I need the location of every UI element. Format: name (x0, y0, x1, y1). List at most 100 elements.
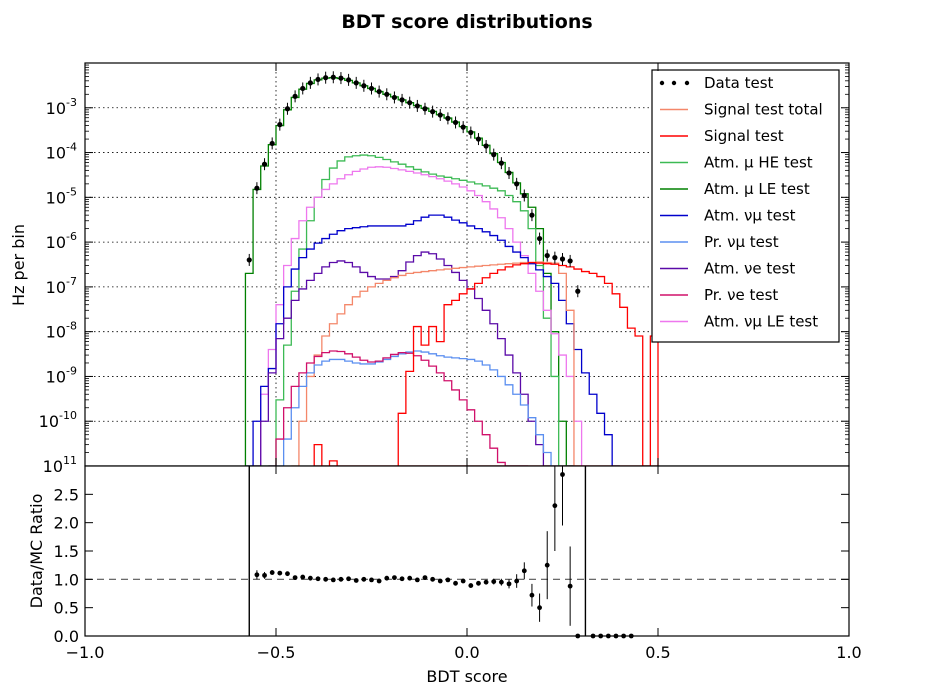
series-line-8 (268, 350, 529, 467)
ratio-point (414, 577, 420, 583)
series-line-3 (245, 214, 620, 467)
ratio-point (307, 575, 313, 581)
legend-label: Pr. νe test (704, 286, 778, 304)
ratio-point (277, 570, 283, 576)
ratio-y-tick-label: 2.0 (54, 514, 79, 533)
ratio-y-tick-label: 1.0 (54, 570, 79, 589)
series-line-4 (253, 251, 552, 467)
ratio-y-tick-label: 0.0 (54, 627, 79, 646)
x-tick-label: −1.0 (66, 643, 105, 662)
y-tick-label: 10-6 (46, 230, 77, 252)
ratio-point (369, 577, 374, 583)
data-point (338, 75, 344, 81)
data-point (269, 140, 275, 147)
ratio-point (521, 568, 527, 574)
top-panel: 10-3 10-4 10-5 10-6 10-7 10-8 10-9 10-10 1011 Hz… (9, 62, 850, 476)
data-point (445, 115, 451, 121)
y-tick-label: 10-4 (46, 141, 77, 163)
y-tick-label: 1011 (43, 454, 77, 476)
ratio-point (407, 575, 413, 581)
ratio-point (330, 577, 336, 583)
x-tick-label: −0.5 (257, 643, 296, 662)
ratio-y-tick-label: 0.5 (54, 599, 79, 618)
data-point (361, 83, 367, 89)
legend-label: Atm. νμ LE test (704, 313, 818, 331)
ratio-point (483, 579, 489, 585)
y-tick-label: 10-5 (46, 185, 77, 207)
ratio-point (567, 583, 573, 589)
data-point (521, 192, 527, 199)
ratio-y-tick-label: 2.5 (54, 485, 79, 504)
ratio-point (560, 472, 565, 477)
top-grid (85, 63, 849, 466)
data-point (567, 258, 573, 264)
top-data-points (246, 71, 581, 298)
ratio-point (254, 572, 260, 578)
data-point (315, 76, 321, 83)
ratio-point (346, 576, 351, 582)
data-point (506, 170, 512, 176)
ratio-point (476, 580, 481, 586)
ratio-point (445, 577, 451, 583)
ratio-point (262, 572, 267, 578)
ratio-point (491, 579, 497, 584)
data-point (468, 129, 474, 136)
ratio-point (437, 578, 443, 584)
legend-box (651, 69, 840, 343)
data-point (254, 185, 260, 191)
ratio-point (300, 574, 306, 580)
data-point (452, 119, 459, 126)
legend-label: Atm. νμ test (704, 207, 796, 225)
series-line-2 (253, 166, 590, 467)
data-point (407, 100, 413, 106)
x-axis-label: BDT score (426, 667, 507, 686)
data-point (514, 181, 520, 187)
ratio-point (361, 576, 367, 582)
ratio-point (353, 578, 359, 583)
ratio-point (544, 562, 550, 568)
legend-marker (659, 80, 665, 86)
data-point (430, 109, 436, 115)
ratio-point (315, 576, 321, 582)
ratio-point (285, 571, 290, 577)
data-point (544, 252, 550, 259)
ratio-point (506, 581, 512, 587)
data-point (483, 143, 489, 149)
y-tick-label: 10-9 (46, 364, 77, 386)
data-point (498, 160, 504, 166)
legend-label: Signal test total (704, 101, 823, 119)
data-point (491, 152, 497, 158)
legend-label: Atm. μ HE test (704, 154, 813, 172)
top-y-ticks: 10-3 10-4 10-5 10-6 10-7 10-8 10-9 10-10 1011 (39, 64, 849, 476)
ratio-y-tick-label: 1.5 (54, 542, 79, 561)
legend-label: Data test (704, 74, 774, 92)
legend-marker (684, 80, 690, 86)
series-line-signal-test (313, 261, 659, 467)
ratio-point (384, 575, 390, 581)
chart-title: BDT score distributions (341, 11, 592, 33)
ratio-point (399, 576, 405, 582)
ratio-point (422, 575, 428, 581)
data-point (292, 93, 298, 99)
data-point (475, 136, 482, 142)
data-point (536, 235, 543, 242)
bottom-y-axis-label: Data/MC Ratio (27, 494, 46, 609)
bottom-plot-area (85, 466, 849, 636)
ratio-point (392, 575, 397, 581)
data-point (422, 106, 428, 112)
y-tick-label: 10-8 (46, 320, 77, 342)
x-tick-label: 0.5 (645, 643, 670, 662)
legend: Data test Signal test total Signal test Atm… (651, 69, 840, 343)
data-point (437, 112, 443, 118)
series-line-1 (245, 154, 574, 467)
data-point (559, 256, 566, 262)
data-point (300, 85, 306, 92)
legend-marker (671, 80, 677, 86)
data-point (368, 85, 375, 92)
ratio-point (430, 576, 436, 582)
data-point (277, 122, 283, 128)
ratio-point (552, 503, 558, 509)
ratio-point (323, 576, 329, 582)
legend-label: Atm. μ LE test (704, 180, 810, 198)
